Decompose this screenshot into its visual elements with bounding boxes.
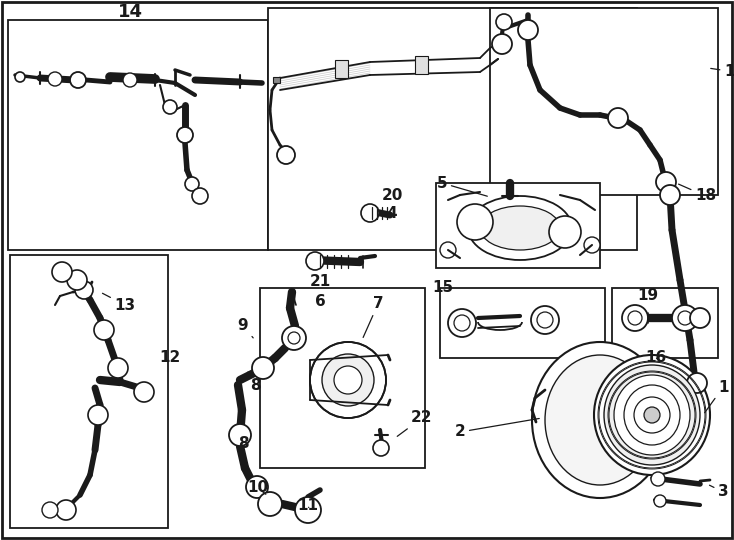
Circle shape xyxy=(42,502,58,518)
Circle shape xyxy=(192,188,208,204)
Bar xyxy=(415,56,428,74)
Circle shape xyxy=(295,497,321,523)
Text: 2: 2 xyxy=(454,418,539,440)
Circle shape xyxy=(656,172,676,192)
Text: 5: 5 xyxy=(437,176,487,196)
Ellipse shape xyxy=(480,206,560,250)
Ellipse shape xyxy=(322,354,374,406)
Text: 20: 20 xyxy=(381,188,403,204)
Text: 14: 14 xyxy=(117,3,142,21)
Bar xyxy=(440,288,605,358)
Circle shape xyxy=(660,185,680,205)
Text: 8: 8 xyxy=(248,372,261,393)
Text: 22: 22 xyxy=(397,410,433,436)
Circle shape xyxy=(654,495,666,507)
Circle shape xyxy=(229,424,251,446)
Circle shape xyxy=(608,108,628,128)
Circle shape xyxy=(306,252,324,270)
Ellipse shape xyxy=(532,342,668,498)
Text: 19: 19 xyxy=(637,288,658,303)
Text: 9: 9 xyxy=(238,319,253,338)
Circle shape xyxy=(70,72,86,88)
Text: 15: 15 xyxy=(432,280,454,294)
Circle shape xyxy=(448,309,476,337)
Text: 10: 10 xyxy=(247,481,269,496)
Circle shape xyxy=(537,312,553,328)
Circle shape xyxy=(373,440,389,456)
Text: 4: 4 xyxy=(387,206,397,220)
Circle shape xyxy=(651,472,665,486)
Text: 17: 17 xyxy=(711,64,734,79)
Circle shape xyxy=(94,320,114,340)
Circle shape xyxy=(440,242,456,258)
Text: 13: 13 xyxy=(103,293,136,313)
Circle shape xyxy=(687,373,707,393)
Circle shape xyxy=(277,146,295,164)
Ellipse shape xyxy=(310,342,386,418)
Circle shape xyxy=(108,358,128,378)
Circle shape xyxy=(622,305,648,331)
Ellipse shape xyxy=(545,355,655,485)
Circle shape xyxy=(56,500,76,520)
Ellipse shape xyxy=(624,385,680,445)
Bar xyxy=(490,8,718,195)
Circle shape xyxy=(678,311,692,325)
Circle shape xyxy=(134,382,154,402)
Bar xyxy=(10,255,168,528)
Circle shape xyxy=(48,72,62,86)
Text: 3: 3 xyxy=(710,484,729,500)
Circle shape xyxy=(258,492,282,516)
Circle shape xyxy=(288,332,300,344)
Text: 18: 18 xyxy=(678,184,716,204)
Circle shape xyxy=(163,100,177,114)
Circle shape xyxy=(15,72,25,82)
Circle shape xyxy=(185,177,199,191)
Circle shape xyxy=(584,237,600,253)
Circle shape xyxy=(361,204,379,222)
Circle shape xyxy=(67,270,87,290)
Circle shape xyxy=(177,127,193,143)
Ellipse shape xyxy=(594,355,710,475)
Bar xyxy=(273,77,280,83)
Bar xyxy=(612,288,718,358)
Circle shape xyxy=(88,405,108,425)
Circle shape xyxy=(282,326,306,350)
Bar xyxy=(335,60,348,78)
Circle shape xyxy=(75,281,93,299)
Circle shape xyxy=(52,262,72,282)
Ellipse shape xyxy=(644,407,660,423)
Ellipse shape xyxy=(604,365,700,465)
Bar xyxy=(8,20,268,250)
Circle shape xyxy=(518,20,538,40)
Text: 12: 12 xyxy=(159,350,181,366)
Ellipse shape xyxy=(614,375,690,455)
Circle shape xyxy=(457,204,493,240)
Circle shape xyxy=(690,308,710,328)
Circle shape xyxy=(454,315,470,331)
Text: 11: 11 xyxy=(297,498,319,514)
Circle shape xyxy=(246,476,268,498)
Circle shape xyxy=(549,216,581,248)
Text: 16: 16 xyxy=(645,349,666,364)
Circle shape xyxy=(672,305,698,331)
Circle shape xyxy=(123,73,137,87)
Circle shape xyxy=(492,34,512,54)
Bar xyxy=(268,8,637,250)
Circle shape xyxy=(252,357,274,379)
Text: 8: 8 xyxy=(238,435,248,450)
Ellipse shape xyxy=(334,366,362,394)
Text: 7: 7 xyxy=(363,296,383,338)
Bar xyxy=(260,288,425,468)
Bar xyxy=(436,183,600,268)
Ellipse shape xyxy=(468,196,572,260)
Text: 6: 6 xyxy=(315,294,325,309)
Ellipse shape xyxy=(634,397,670,433)
Circle shape xyxy=(531,306,559,334)
Text: 1: 1 xyxy=(705,380,729,413)
Text: 21: 21 xyxy=(309,274,330,289)
Circle shape xyxy=(628,311,642,325)
Circle shape xyxy=(496,14,512,30)
